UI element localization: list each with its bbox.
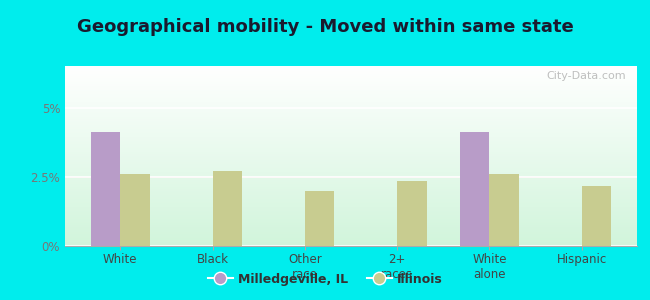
Bar [582,187,611,246]
Bar [397,181,426,246]
Bar [213,171,242,246]
Text: City-Data.com: City-Data.com [546,71,625,81]
Bar [91,133,120,246]
Bar [489,174,519,246]
Bar [120,174,150,246]
Text: Geographical mobility - Moved within same state: Geographical mobility - Moved within sam… [77,18,573,36]
Bar [460,133,489,246]
Legend: Milledgeville, IL, Illinois: Milledgeville, IL, Illinois [203,268,447,291]
Bar [305,190,334,246]
